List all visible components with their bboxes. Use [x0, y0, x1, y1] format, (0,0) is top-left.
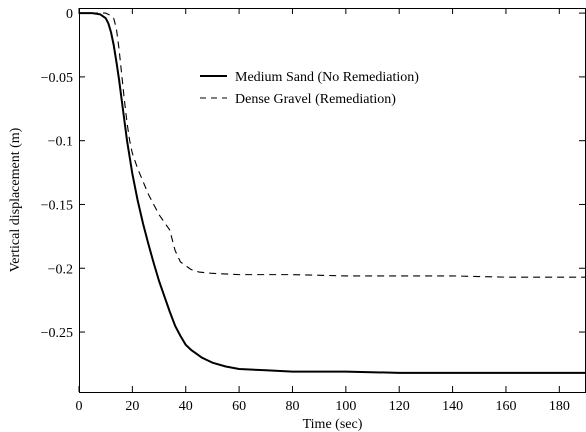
- y-tick-label-4: −0.2: [48, 262, 73, 277]
- legend-label-dense-gravel: Dense Gravel (Remediation): [235, 92, 396, 107]
- x-tick-label-1: 20: [125, 399, 139, 414]
- x-tick-label-7: 140: [442, 399, 463, 414]
- legend: Medium Sand (No Remediation) Dense Grave…: [200, 70, 419, 107]
- series-line-1: [79, 12, 586, 278]
- tick-marks: [78, 8, 585, 392]
- x-tick-label-5: 100: [335, 399, 356, 414]
- series-lines: [79, 12, 586, 374]
- x-tick-label-6: 120: [389, 399, 410, 414]
- plot-frame: [79, 8, 586, 393]
- y-tick-label-2: −0.1: [48, 135, 73, 150]
- y-tick-label-3: −0.15: [41, 198, 73, 213]
- tick-labels: 0 20 40 60 80 100 120 140 160 180 0 −0.05 −0.1 −0.15 −…: [41, 7, 570, 414]
- x-tick-label-2: 40: [179, 399, 193, 414]
- x-tick-label-3: 60: [232, 399, 246, 414]
- y-tick-label-1: −0.05: [41, 71, 73, 86]
- x-tick-label-8: 160: [495, 399, 516, 414]
- y-axis-label: Vertical displacement (m): [8, 127, 23, 272]
- series-line-0: [79, 12, 586, 374]
- x-tick-label-4: 80: [285, 399, 299, 414]
- y-tick-label-0: 0: [66, 7, 73, 22]
- x-tick-label-0: 0: [76, 399, 83, 414]
- x-axis-label: Time (sec): [303, 417, 363, 432]
- x-tick-label-9: 180: [549, 399, 570, 414]
- legend-label-medium-sand: Medium Sand (No Remediation): [235, 70, 419, 85]
- y-tick-label-5: −0.25: [41, 326, 73, 341]
